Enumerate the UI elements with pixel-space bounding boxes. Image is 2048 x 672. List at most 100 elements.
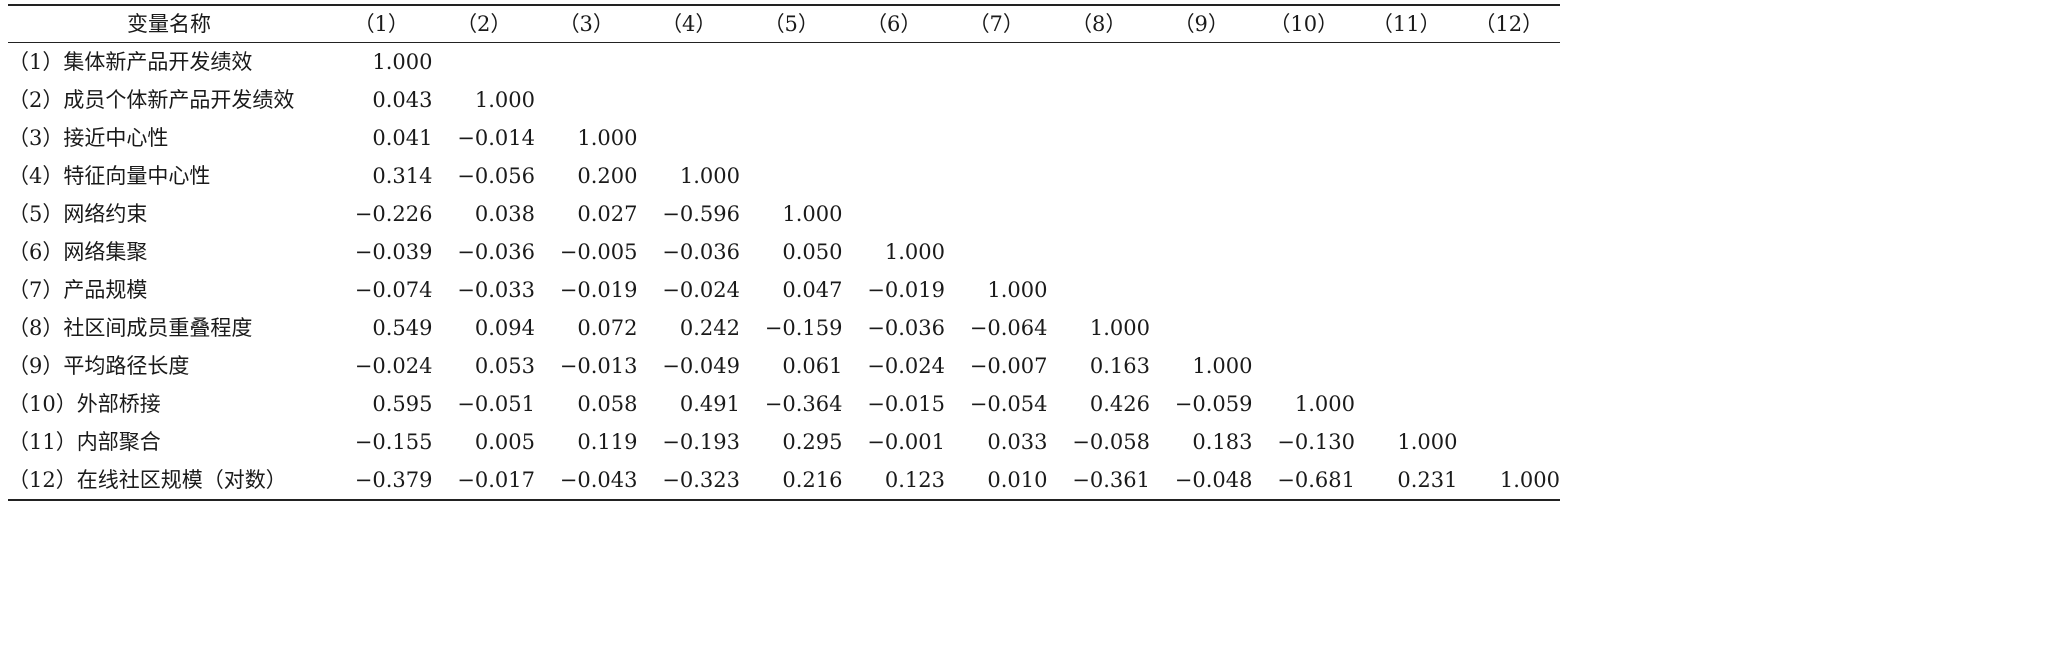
correlation-value-cell: 1.000 — [372, 50, 433, 74]
correlation-value-cell: 1.000 — [1192, 354, 1253, 378]
empty-cell — [740, 43, 843, 82]
empty-cell — [638, 43, 741, 82]
correlation-value-cell: 0.027 — [577, 202, 638, 226]
column-header: （4） — [661, 12, 717, 36]
empty-cell — [433, 43, 536, 82]
empty-cell — [1253, 157, 1356, 195]
empty-cell — [535, 81, 638, 119]
empty-cell — [1355, 119, 1458, 157]
empty-cell — [740, 81, 843, 119]
variable-name-cell: （2）成员个体新产品开发绩效 — [8, 88, 295, 112]
table-row: （2）成员个体新产品开发绩效 0.043 1.000 — [8, 81, 1560, 119]
empty-cell — [945, 195, 1048, 233]
table-row: （1）集体新产品开发绩效 1.000 — [8, 43, 1560, 82]
empty-cell — [1150, 157, 1253, 195]
correlation-value-cell: −0.033 — [457, 278, 535, 302]
correlation-value-cell: −0.013 — [559, 354, 638, 378]
correlation-value-cell: 0.295 — [782, 430, 843, 454]
table-row: （6）网络集聚 −0.039 −0.036 −0.005 −0.036 0.050 1.00… — [8, 233, 1560, 271]
correlation-value-cell: 0.094 — [474, 316, 535, 340]
empty-cell — [843, 81, 946, 119]
table-row: （3）接近中心性 0.041 −0.014 1.000 — [8, 119, 1560, 157]
correlation-value-cell: −0.036 — [457, 240, 535, 264]
empty-cell — [945, 43, 1048, 82]
correlation-value-cell: −0.001 — [867, 430, 945, 454]
empty-cell — [1150, 195, 1253, 233]
empty-cell — [1458, 347, 1561, 385]
empty-cell — [1048, 271, 1151, 309]
correlation-value-cell: −0.036 — [867, 316, 945, 340]
correlation-value-cell: −0.056 — [457, 164, 535, 188]
correlation-value-cell: 0.426 — [1089, 392, 1150, 416]
column-header: （9） — [1173, 12, 1229, 36]
empty-cell — [1150, 309, 1253, 347]
correlation-value-cell: −0.323 — [662, 468, 740, 492]
column-header: （2） — [456, 12, 512, 36]
correlation-value-cell: 0.005 — [474, 430, 535, 454]
correlation-value-cell: −0.007 — [969, 354, 1048, 378]
correlation-value-cell: −0.039 — [354, 240, 433, 264]
empty-cell — [1048, 81, 1151, 119]
empty-cell — [1048, 119, 1151, 157]
correlation-value-cell: −0.074 — [354, 278, 433, 302]
variable-name-cell: （8）社区间成员重叠程度 — [8, 316, 253, 340]
empty-cell — [1253, 43, 1356, 82]
empty-cell — [1458, 195, 1561, 233]
correlation-value-cell: 0.061 — [782, 354, 843, 378]
correlation-value-cell: 1.000 — [679, 164, 740, 188]
variable-name-cell: （5）网络约束 — [8, 202, 148, 226]
variable-name-cell: （12）在线社区规模（对数） — [8, 468, 287, 492]
correlation-table-container: 变量名称 （1） （2） （3） （4） （5） （6） （7） （8） （9） （10） （11）… — [8, 4, 1560, 501]
column-header: （12） — [1474, 12, 1544, 36]
empty-cell — [1458, 385, 1561, 423]
empty-cell — [1048, 157, 1151, 195]
correlation-value-cell: −0.681 — [1277, 468, 1355, 492]
empty-cell — [1253, 81, 1356, 119]
correlation-value-cell: 0.183 — [1192, 430, 1253, 454]
empty-cell — [1458, 309, 1561, 347]
correlation-value-cell: 1.000 — [1397, 430, 1458, 454]
empty-cell — [843, 119, 946, 157]
column-header: （1） — [353, 12, 409, 36]
variable-name-cell: （9）平均路径长度 — [8, 354, 190, 378]
correlation-table: 变量名称 （1） （2） （3） （4） （5） （6） （7） （8） （9） （10） （11）… — [8, 4, 1560, 501]
correlation-value-cell: −0.379 — [354, 468, 433, 492]
column-header: （7） — [968, 12, 1024, 36]
correlation-value-cell: 0.058 — [577, 392, 638, 416]
table-row: （9）平均路径长度 −0.024 0.053 −0.013 −0.049 0.061 −0.… — [8, 347, 1560, 385]
correlation-value-cell: −0.024 — [662, 278, 740, 302]
empty-cell — [1458, 233, 1561, 271]
empty-cell — [1355, 157, 1458, 195]
table-body: （1）集体新产品开发绩效 1.000 （2）成员个体新产品开发绩效 0.043 1.00… — [8, 43, 1561, 500]
correlation-value-cell: 1.000 — [987, 278, 1048, 302]
correlation-value-cell: 1.000 — [1294, 392, 1355, 416]
table-row: （5）网络约束 −0.226 0.038 0.027 −0.596 1.000 — [8, 195, 1560, 233]
correlation-value-cell: 0.119 — [577, 430, 638, 454]
variable-name-cell: （1）集体新产品开发绩效 — [8, 50, 253, 74]
correlation-value-cell: −0.015 — [867, 392, 945, 416]
empty-cell — [1253, 271, 1356, 309]
correlation-value-cell: 1.000 — [1089, 316, 1150, 340]
empty-cell — [1355, 81, 1458, 119]
empty-cell — [945, 233, 1048, 271]
correlation-value-cell: −0.024 — [867, 354, 945, 378]
variable-name-cell: （3）接近中心性 — [8, 126, 169, 150]
correlation-value-cell: −0.159 — [764, 316, 843, 340]
correlation-value-cell: −0.059 — [1174, 392, 1253, 416]
empty-cell — [1355, 43, 1458, 82]
table-row: （10）外部桥接 0.595 −0.051 0.058 0.491 −0.364 −0.01… — [8, 385, 1560, 423]
variable-name-cell: （10）外部桥接 — [8, 392, 161, 416]
empty-cell — [1150, 119, 1253, 157]
empty-cell — [1458, 43, 1561, 82]
empty-cell — [945, 81, 1048, 119]
correlation-value-cell: −0.017 — [457, 468, 535, 492]
empty-cell — [1458, 119, 1561, 157]
correlation-value-cell: −0.155 — [354, 430, 433, 454]
empty-cell — [535, 43, 638, 82]
correlation-value-cell: −0.226 — [354, 202, 433, 226]
empty-cell — [1253, 119, 1356, 157]
empty-cell — [1355, 385, 1458, 423]
empty-cell — [945, 119, 1048, 157]
column-header: （5） — [763, 12, 819, 36]
empty-cell — [1150, 233, 1253, 271]
